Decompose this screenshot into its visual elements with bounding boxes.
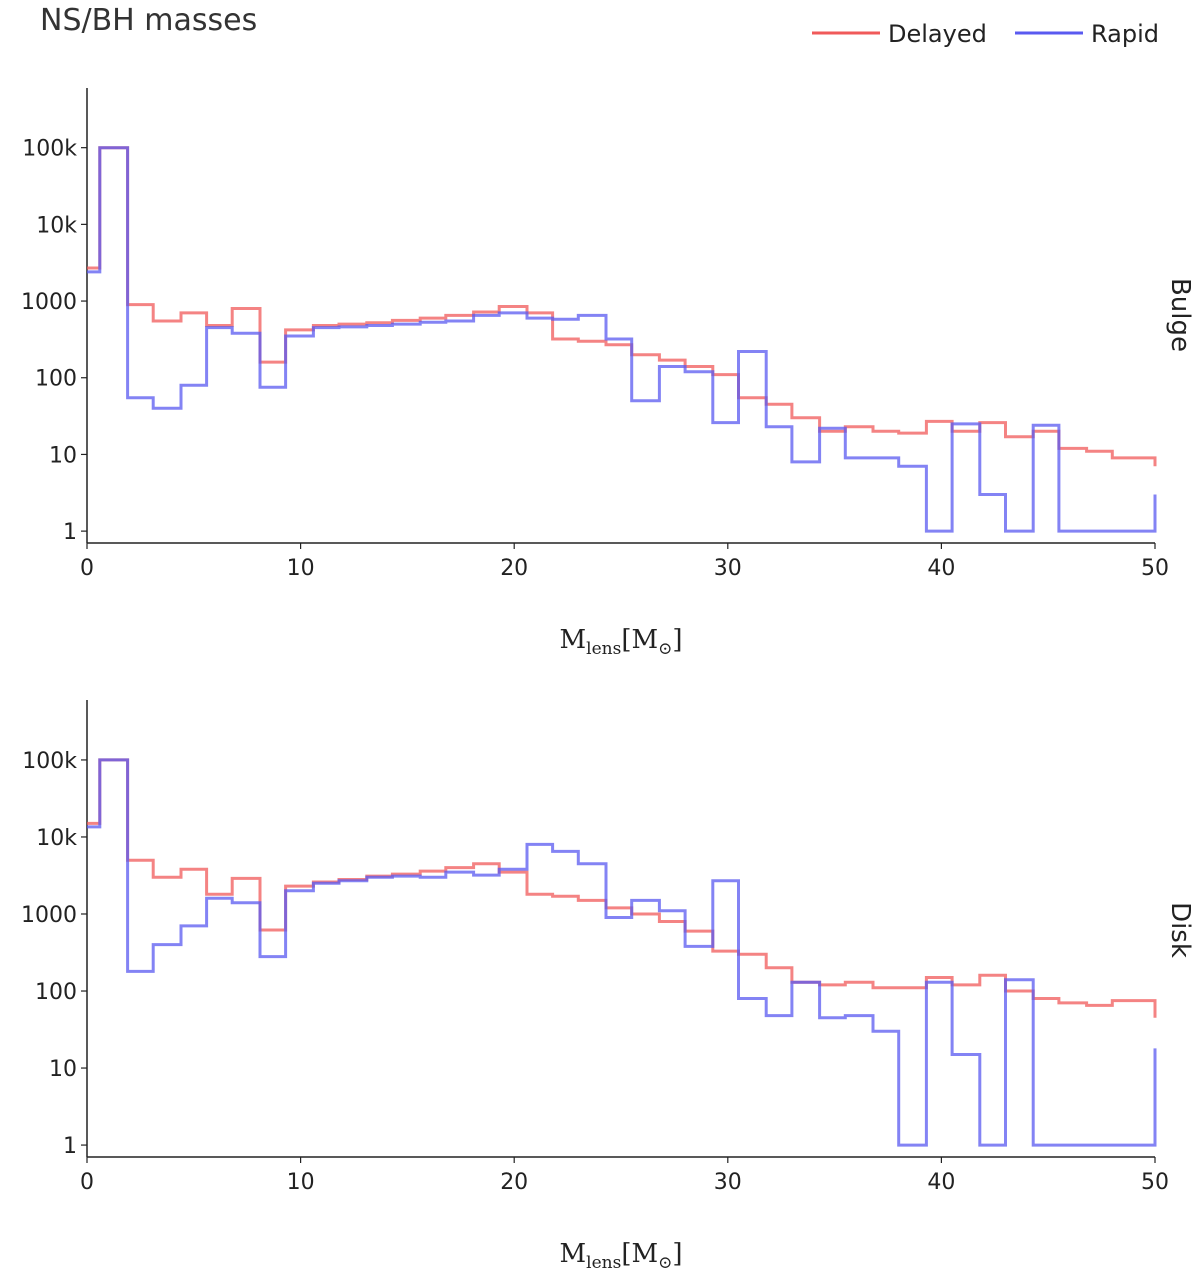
x-axis-label-sub: lens [586, 1253, 621, 1273]
legend-item-rapid[interactable]: Rapid [1015, 20, 1159, 48]
step-line-rapid [87, 146, 1157, 533]
panel-label: Bulge [1165, 278, 1195, 352]
x-axis-label: Mlens[M⊙] [560, 1239, 683, 1273]
x-tick-label: 30 [714, 1170, 742, 1195]
x-axis-label-unit: [M [621, 1239, 658, 1269]
x-axis-label-unit-sub: ⊙ [658, 639, 672, 659]
y-tick-label: 10 [49, 1057, 77, 1082]
y-tick-label: 1000 [21, 903, 77, 928]
y-tick-label: 1000 [21, 290, 77, 315]
y-tick-label: 100k [22, 137, 77, 162]
y-tick-label: 10 [49, 443, 77, 468]
chart-title: NS/BH masses [40, 3, 257, 38]
legend-label-delayed: Delayed [888, 20, 987, 48]
x-axis-label: Mlens[M⊙] [560, 625, 683, 659]
series-rapid [87, 146, 1157, 533]
y-tick-label: 100 [35, 367, 77, 392]
x-tick-label: 20 [500, 1170, 528, 1195]
x-axis-label-main: M [560, 1239, 587, 1269]
y-tick-label: 1 [63, 520, 77, 545]
legend[interactable]: Delayed Rapid [812, 20, 1159, 48]
x-tick-label: 40 [927, 1170, 955, 1195]
y-tick-label: 10k [36, 826, 77, 851]
x-axis-label-unit-close: ] [672, 625, 682, 655]
y-tick-label: 10k [36, 213, 77, 238]
x-axis-label-main: M [560, 625, 587, 655]
series-rapid [87, 758, 1157, 1147]
x-tick-label: 10 [287, 1170, 315, 1195]
step-line-delayed [87, 146, 1157, 467]
y-tick-label: 100k [22, 749, 77, 774]
step-line-rapid [87, 758, 1157, 1147]
x-tick-label: 50 [1141, 1170, 1169, 1195]
y-tick-label: 1 [63, 1134, 77, 1159]
panel-bulge: 1 10 100 1000 10k 100k 0 10 20 30 40 50 Mlens[M⊙] Bul… [21, 88, 1195, 659]
series-delayed [87, 758, 1157, 1018]
step-line-delayed [87, 758, 1157, 1018]
x-axis-label-unit-close: ] [672, 1239, 682, 1269]
x-tick-label: 0 [80, 1170, 94, 1195]
x-tick-label: 50 [1141, 556, 1169, 581]
x-axis-label-unit-sub: ⊙ [658, 1253, 672, 1273]
x-axis-label-unit: [M [621, 625, 658, 655]
x-tick-label: 10 [287, 556, 315, 581]
x-tick-label: 30 [714, 556, 742, 581]
panel-disk: 1 10 100 1000 10k 100k 0 10 20 30 40 50 Mlens[M⊙] Dis… [21, 700, 1195, 1273]
y-tick-label: 100 [35, 980, 77, 1005]
x-tick-label: 20 [500, 556, 528, 581]
legend-label-rapid: Rapid [1091, 20, 1159, 48]
x-tick-label: 40 [927, 556, 955, 581]
legend-item-delayed[interactable]: Delayed [812, 20, 987, 48]
x-tick-label: 0 [80, 556, 94, 581]
x-axis-label-sub: lens [586, 639, 621, 659]
series-delayed [87, 146, 1157, 467]
panel-label: Disk [1165, 902, 1195, 958]
